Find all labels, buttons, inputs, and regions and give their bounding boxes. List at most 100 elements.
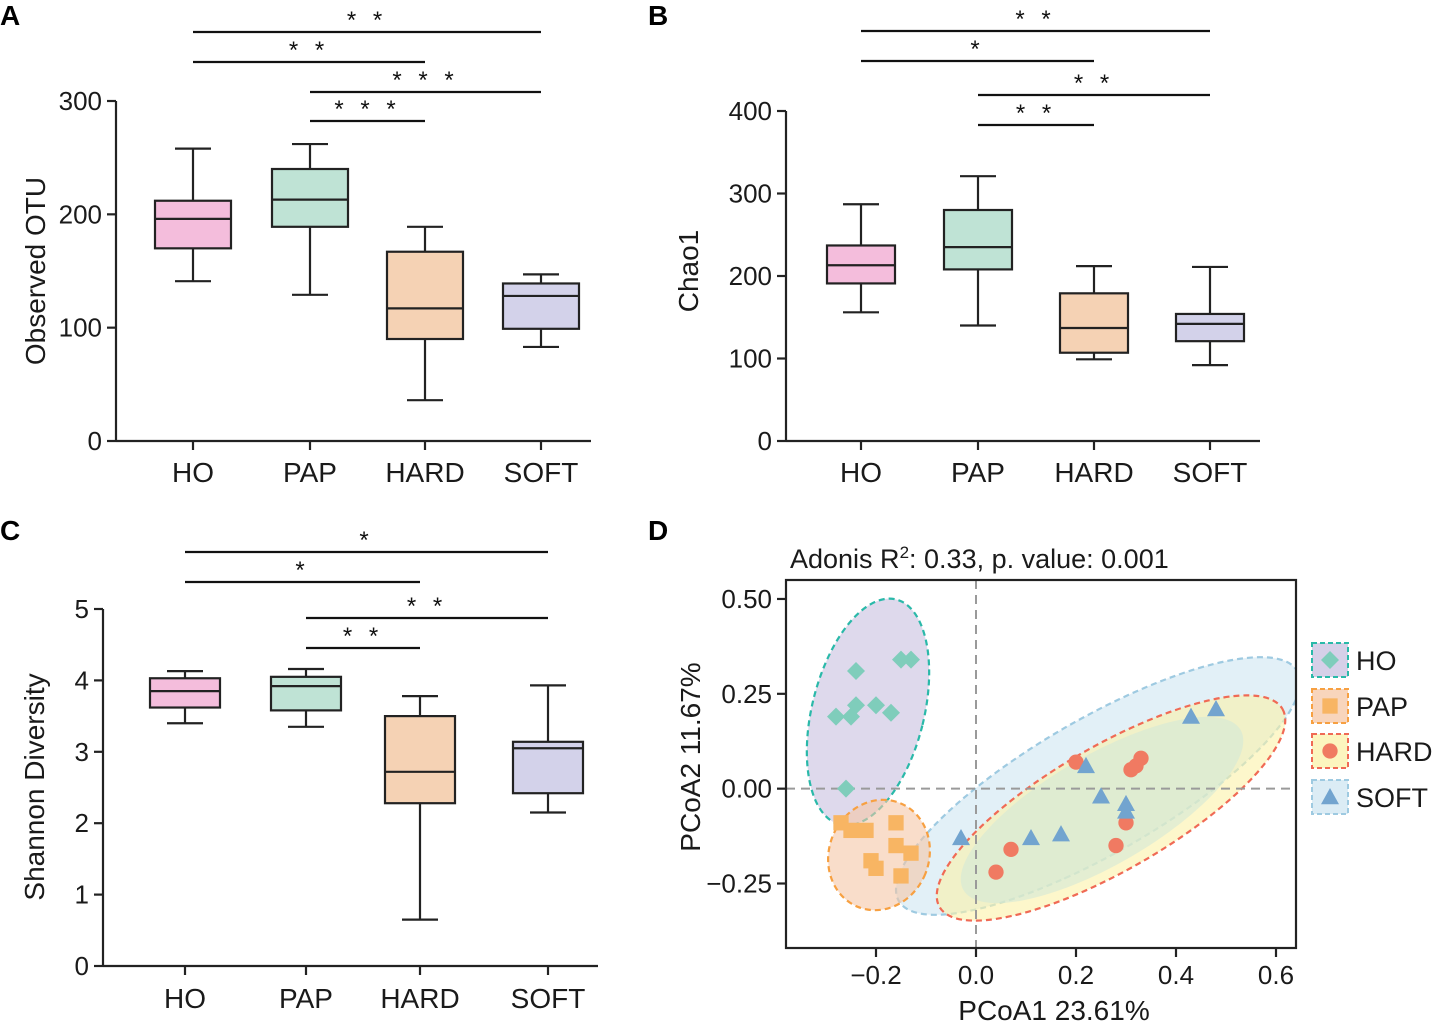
significance-label: * * * [392,67,458,94]
data-point [1118,815,1134,831]
data-point [847,696,865,715]
box-hard [385,225,465,402]
x-tick-label: 0.2 [1058,960,1094,990]
significance-label: * * [343,623,383,650]
x-tick-label: HO [840,457,882,488]
data-point [847,662,865,681]
box-soft [1174,265,1246,367]
x-tick-label: SOFT [504,457,579,488]
y-tick-label: 0.50 [721,584,772,614]
box-ho [148,670,222,725]
significance-label: * * [289,37,329,64]
data-point [837,779,855,798]
legend-label: HARD [1356,737,1433,767]
y-tick-label: 4 [75,665,89,695]
y-tick-label: 0 [758,426,772,456]
x-tick-label: 0.4 [1158,960,1194,990]
y-tick-label: 1 [75,880,89,910]
y-axis-title: PCoA2 11.67% [675,662,706,851]
x-tick-label: HO [172,457,214,488]
box-iqr [501,282,581,330]
box-iqr [942,208,1014,271]
y-tick-label: 0.00 [721,774,772,804]
y-tick-label: 300 [729,179,772,209]
x-tick-label: HARD [380,983,459,1014]
y-tick-label: 200 [729,261,772,291]
data-point [902,650,920,669]
significance-label: * * [407,593,447,620]
significance-bracket: * * [978,70,1210,97]
panel-a: A 0 100 200 300 Observed OTU HO PAP HARD SOFT * * *… [0,0,591,488]
legend-item-ho: HO [1311,642,1397,678]
x-tick-label: SOFT [511,983,586,1014]
box-iqr [385,250,465,341]
legend-marker [1321,788,1339,805]
box-iqr [383,714,457,805]
box-ho [825,203,897,314]
data-point [888,815,904,831]
y-tick-label: 400 [729,96,772,126]
legend-label: HO [1356,646,1397,676]
data-point [827,707,845,726]
data-point [1108,837,1124,854]
data-point [1207,699,1225,717]
series-hard [988,750,1149,880]
x-tick-label: −0.2 [850,960,901,990]
box-iqr [1174,312,1246,343]
ellipse-overlap [960,716,1244,904]
significance-label: * * [1015,6,1055,33]
data-point [1022,828,1040,846]
significance-bracket: * [185,557,420,584]
y-tick-label: 300 [59,86,102,116]
x-tick-label: 0.0 [958,960,994,990]
data-point [868,860,884,876]
significance-bracket: * * * [310,67,541,94]
significance-label: * * [1016,100,1056,127]
x-tick-label: 0.6 [1258,960,1294,990]
significance-label: * [970,36,984,63]
y-tick-label: 200 [59,199,102,229]
significance-bracket: * * [861,6,1210,33]
significance-bracket: * [185,527,548,554]
plot-area [786,580,1296,948]
y-tick-label: 100 [729,344,772,374]
significance-label: * * [1074,70,1114,97]
legend-marker [1322,698,1338,714]
box-soft [501,273,581,349]
data-point [1133,750,1149,766]
significance-label: * [359,527,373,554]
y-axis-title: Chao1 [673,230,704,313]
x-tick-label: HARD [385,457,464,488]
box-hard [383,695,457,921]
data-point [882,703,900,722]
box-iqr [148,677,222,709]
x-tick-label: PAP [951,457,1005,488]
box-pap [269,667,343,728]
x-tick-label: SOFT [1173,457,1248,488]
x-tick-label: HO [164,983,206,1014]
data-point [952,828,970,846]
data-point [888,837,904,854]
data-point [1052,825,1070,842]
series-soft [952,699,1225,846]
data-point [843,822,859,839]
box-ho [153,147,233,283]
data-point [1077,756,1095,774]
y-tick-label: 0.25 [721,679,772,709]
significance-bracket: * [861,36,1094,63]
x-tick-label: PAP [279,983,333,1014]
panel-label: D [648,515,668,546]
significance-label: * * [347,7,387,34]
x-tick-label: HARD [1054,457,1133,488]
box-pap [270,142,350,296]
data-point [1068,754,1084,770]
box-iqr [270,167,350,228]
data-point [893,868,909,884]
significance-bracket: * * [306,623,420,650]
panel-b: B 0 100 200 300 400 Chao1 HO PAP HARD SOFT * * * * * *… [648,0,1260,488]
legend-marker [1321,651,1339,669]
legend-item-soft: SOFT [1311,779,1428,815]
data-point [1003,841,1019,858]
box-pap [942,175,1014,327]
data-point [867,696,885,715]
